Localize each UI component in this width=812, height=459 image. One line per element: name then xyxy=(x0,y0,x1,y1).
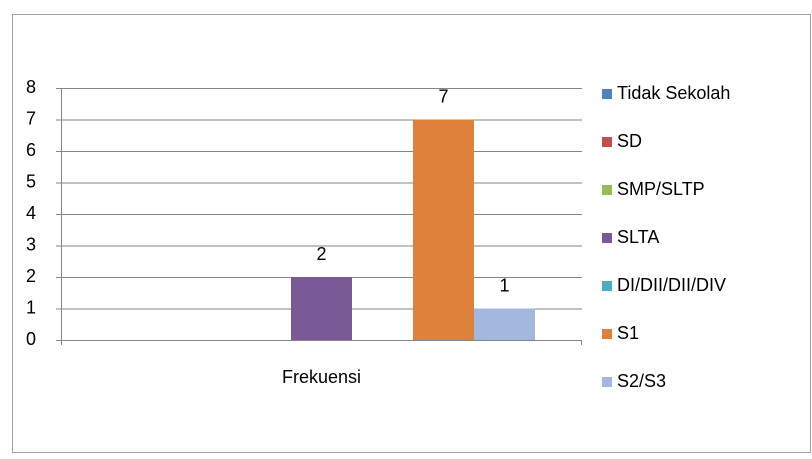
legend-label: SMP/SLTP xyxy=(617,179,705,199)
legend-swatch xyxy=(602,377,612,387)
y-tick-label: 0 xyxy=(26,329,36,349)
y-tick-label: 7 xyxy=(26,108,36,128)
data-label: 2 xyxy=(316,244,326,264)
bar xyxy=(474,308,535,340)
legend-swatch xyxy=(602,233,612,243)
y-tick-label: 8 xyxy=(26,77,36,97)
y-tick-label: 6 xyxy=(26,140,36,160)
legend-label: SLTA xyxy=(617,227,659,247)
bar xyxy=(413,119,474,340)
y-tick-label: 4 xyxy=(26,203,36,223)
legend-label: DI/DII/DII/DIV xyxy=(617,275,726,295)
legend-swatch xyxy=(602,185,612,195)
legend-label: S1 xyxy=(617,323,639,343)
legend-label: S2/S3 xyxy=(617,371,666,391)
y-tick-label: 1 xyxy=(26,297,36,317)
legend-swatch xyxy=(602,329,612,339)
data-label: 7 xyxy=(438,86,448,106)
y-tick-label: 5 xyxy=(26,171,36,191)
legend-swatch xyxy=(602,281,612,291)
bar xyxy=(291,277,352,340)
legend-label: SD xyxy=(617,131,642,151)
y-tick-label: 2 xyxy=(26,266,36,286)
chart-frame xyxy=(12,14,811,453)
legend-swatch xyxy=(602,137,612,147)
x-tick-label: Frekuensi xyxy=(282,367,361,387)
legend-swatch xyxy=(602,89,612,99)
legend-label: Tidak Sekolah xyxy=(617,83,730,103)
y-tick-label: 3 xyxy=(26,234,36,254)
data-label: 1 xyxy=(499,275,509,295)
